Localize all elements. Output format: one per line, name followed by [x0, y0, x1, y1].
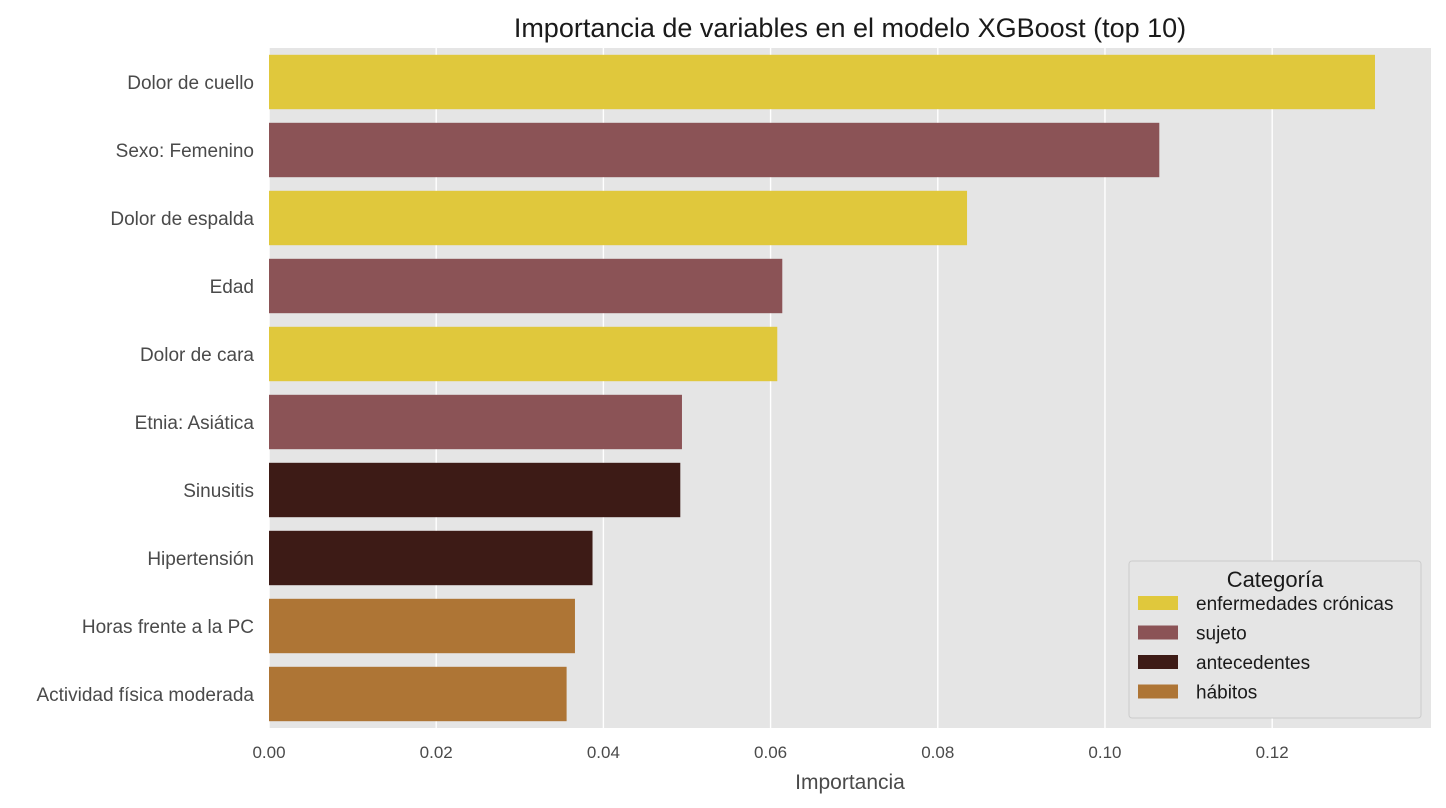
x-tick-label: 0.12 [1256, 743, 1289, 762]
legend-label: antecedentes [1196, 653, 1310, 674]
bar [269, 54, 1375, 110]
legend-title: Categoría [1227, 567, 1324, 592]
x-axis-title: Importancia [795, 771, 905, 794]
y-category-label: Dolor de cuello [127, 73, 254, 94]
legend: Categoría enfermedades crónicas sujeto ant… [1128, 560, 1422, 719]
bar [269, 326, 778, 382]
legend-swatch [1138, 596, 1178, 610]
chart-title: Importancia de variables en el modelo XG… [514, 13, 1186, 43]
x-tick-label: 0.06 [754, 743, 787, 762]
y-category-label: Dolor de cara [140, 345, 254, 366]
y-axis-labels: Dolor de cuello Sexo: Femenino Dolor de es… [36, 73, 254, 706]
y-category-label: Actividad física moderada [36, 685, 254, 706]
y-category-label: Etnia: Asiática [135, 413, 255, 434]
bar [269, 598, 575, 654]
y-category-label: Sinusitis [183, 481, 254, 502]
legend-box [1128, 560, 1422, 719]
legend-items: enfermedades crónicas sujeto antecedentes h… [1138, 594, 1394, 704]
legend-label: hábitos [1196, 683, 1257, 704]
x-tick-label: 0.00 [252, 743, 285, 762]
y-category-label: Sexo: Femenino [116, 141, 254, 162]
legend-label: sujeto [1196, 624, 1247, 645]
legend-swatch [1138, 625, 1178, 640]
x-tick-label: 0.02 [420, 743, 453, 762]
x-tick-label: 0.08 [921, 743, 954, 762]
legend-label: enfermedades crónicas [1196, 594, 1394, 615]
x-tick-label: 0.04 [587, 743, 620, 762]
bar [269, 190, 968, 246]
bars [269, 54, 1375, 722]
bar [269, 462, 681, 518]
bar [269, 530, 593, 586]
legend-swatch [1138, 684, 1178, 699]
y-category-label: Horas frente a la PC [82, 617, 254, 638]
bar [269, 122, 1160, 178]
bar [269, 394, 682, 450]
bar [269, 258, 783, 314]
y-category-label: Edad [210, 277, 254, 298]
legend-swatch [1138, 655, 1178, 669]
y-category-label: Hipertensión [147, 549, 254, 570]
y-category-label: Dolor de espalda [110, 209, 254, 230]
bar [269, 666, 567, 722]
x-tick-label: 0.10 [1088, 743, 1121, 762]
x-axis-ticks: 0.00 0.02 0.04 0.06 0.08 0.10 0.12 [252, 743, 1288, 762]
